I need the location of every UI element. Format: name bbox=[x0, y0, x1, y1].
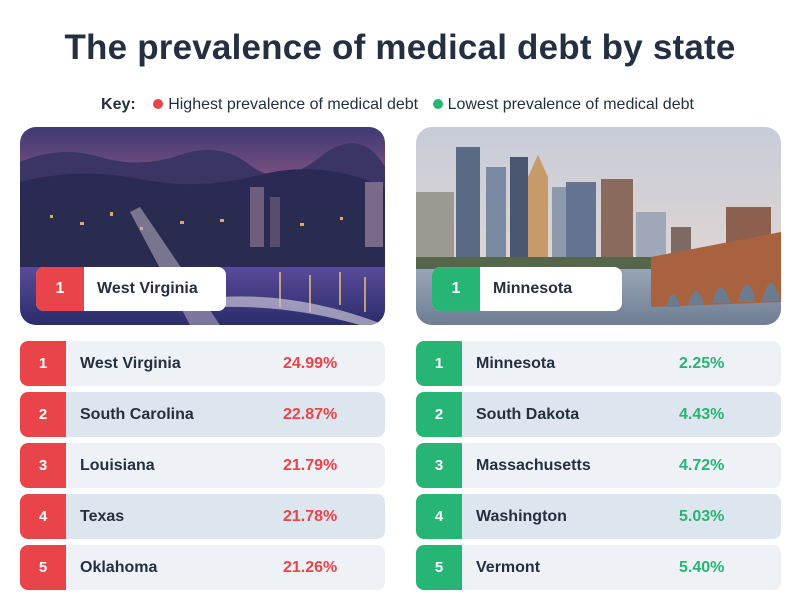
rank-cell: 5 bbox=[416, 545, 462, 590]
photo-state-name: Minnesota bbox=[493, 280, 573, 297]
lowest-table: 1 Minnesota 2.25% 2 South Dakota 4.43% 3… bbox=[416, 341, 781, 596]
value-cell: 5.03% bbox=[679, 507, 725, 525]
value-cell: 24.99% bbox=[283, 354, 338, 372]
legend-item-low: Lowest prevalence of medical debt bbox=[432, 96, 694, 114]
west-virginia-photo: 1 West Virginia bbox=[20, 127, 385, 325]
rank-cell: 2 bbox=[416, 392, 462, 437]
city-night-photo-icon bbox=[20, 127, 385, 325]
state-cell: Vermont bbox=[476, 558, 541, 576]
rank-cell: 3 bbox=[20, 443, 66, 488]
rank-cell: 4 bbox=[20, 494, 66, 539]
value-cell: 5.40% bbox=[679, 558, 725, 576]
photo-state-name: West Virginia bbox=[97, 280, 198, 297]
state-cell: Washington bbox=[476, 507, 567, 525]
state-cell: Texas bbox=[80, 507, 125, 525]
table-row: 3 Louisiana 21.79% bbox=[20, 443, 385, 488]
value-cell: 4.72% bbox=[679, 456, 725, 474]
rank-cell: 4 bbox=[416, 494, 462, 539]
table-row: 1 West Virginia 24.99% bbox=[20, 341, 385, 386]
rank-badge: 1 bbox=[36, 267, 84, 311]
value-cell: 4.43% bbox=[679, 405, 725, 423]
minnesota-photo: 1 Minnesota bbox=[416, 127, 781, 325]
page-title: The prevalence of medical debt by state bbox=[64, 28, 736, 67]
table-row: 2 South Carolina 22.87% bbox=[20, 392, 385, 437]
value-cell: 21.26% bbox=[283, 558, 338, 576]
rank-badge: 1 bbox=[432, 267, 480, 311]
state-cell: Minnesota bbox=[476, 354, 556, 372]
value-cell: 21.79% bbox=[283, 456, 338, 474]
value-cell: 2.25% bbox=[679, 354, 725, 372]
legend-label: Key: bbox=[101, 96, 136, 113]
state-cell: Oklahoma bbox=[80, 558, 158, 576]
value-cell: 21.78% bbox=[283, 507, 338, 525]
table-row: 4 Texas 21.78% bbox=[20, 494, 385, 539]
highest-table: 1 West Virginia 24.99% 2 South Carolina … bbox=[20, 341, 385, 596]
state-cell: Louisiana bbox=[80, 456, 155, 474]
table-row: 4 Washington 5.03% bbox=[416, 494, 781, 539]
photo-label: 1 West Virginia bbox=[36, 267, 226, 311]
state-cell: South Carolina bbox=[80, 405, 194, 423]
green-dot-icon bbox=[432, 99, 443, 109]
rank-cell: 5 bbox=[20, 545, 66, 590]
table-row: 2 South Dakota 4.43% bbox=[416, 392, 781, 437]
value-cell: 22.87% bbox=[283, 405, 338, 423]
table-row: 3 Massachusetts 4.72% bbox=[416, 443, 781, 488]
legend-text-high: Highest prevalence of medical debt bbox=[168, 96, 419, 113]
legend: Key: Highest prevalence of medical debt … bbox=[0, 96, 800, 114]
red-dot-icon bbox=[153, 99, 164, 109]
table-row: 5 Vermont 5.40% bbox=[416, 545, 781, 590]
state-cell: Massachusetts bbox=[476, 456, 591, 474]
photo-label: 1 Minnesota bbox=[432, 267, 622, 311]
rank-cell: 1 bbox=[20, 341, 66, 386]
state-cell: South Dakota bbox=[476, 405, 580, 423]
legend-text-low: Lowest prevalence of medical debt bbox=[447, 96, 694, 113]
rank-cell: 2 bbox=[20, 392, 66, 437]
rank-cell: 3 bbox=[416, 443, 462, 488]
state-cell: West Virginia bbox=[80, 354, 181, 372]
legend-item-high: Highest prevalence of medical debt bbox=[153, 96, 418, 114]
rank-cell: 1 bbox=[416, 341, 462, 386]
table-row: 5 Oklahoma 21.26% bbox=[20, 545, 385, 590]
table-row: 1 Minnesota 2.25% bbox=[416, 341, 781, 386]
